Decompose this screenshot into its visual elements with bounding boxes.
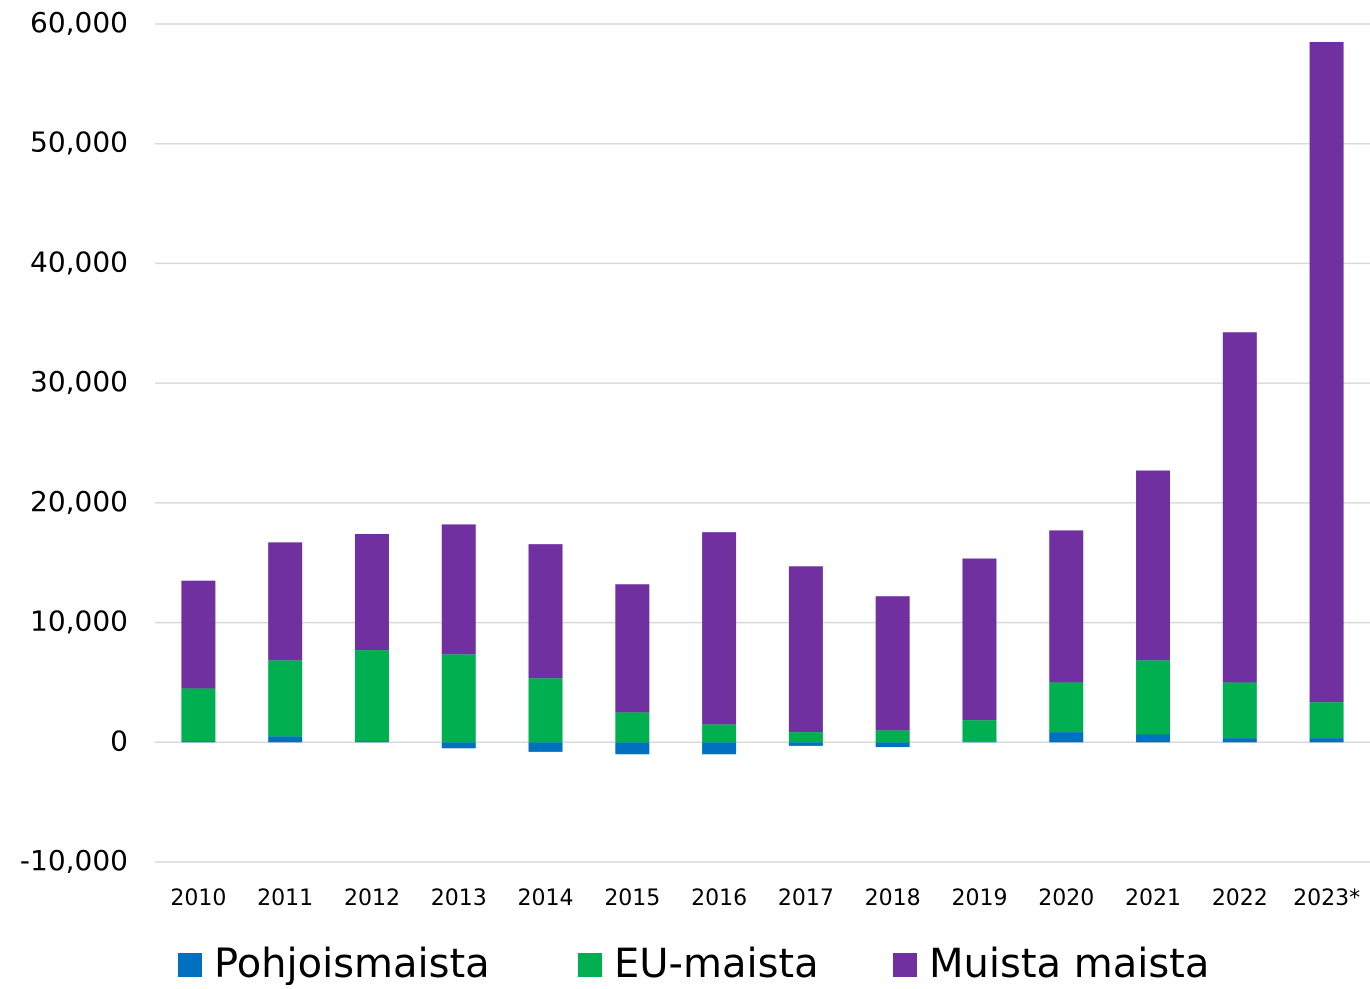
bar-segment — [615, 584, 650, 713]
bar-segment — [528, 544, 563, 679]
x-tick-label: 2013 — [431, 886, 487, 911]
bar-segment — [788, 742, 823, 746]
y-tick-label: 10,000 — [30, 605, 128, 638]
bar-segment — [354, 533, 389, 651]
bar-segment — [962, 720, 997, 742]
bar-segment — [268, 736, 303, 743]
y-tick-label: 50,000 — [30, 126, 128, 159]
legend-label: Muista maista — [929, 941, 1209, 985]
y-tick-label: 20,000 — [30, 485, 128, 518]
legend-swatch — [578, 953, 602, 977]
bar-segment — [1049, 732, 1084, 743]
bar-segment — [1222, 332, 1257, 683]
y-tick-label: 40,000 — [30, 245, 128, 278]
bar-segment — [1309, 41, 1344, 703]
x-tick-label: 2016 — [691, 886, 747, 911]
bar-segment — [962, 741, 997, 743]
bar-segment — [1136, 660, 1171, 735]
x-tick-label: 2010 — [170, 886, 226, 911]
x-tick-label: 2018 — [865, 886, 921, 911]
bar-segment — [1222, 682, 1257, 739]
y-tick-label: 60,000 — [30, 6, 128, 39]
bar-segment — [268, 660, 303, 737]
bar-segment — [1309, 702, 1344, 739]
legend-label: EU-maista — [614, 941, 819, 985]
bar-segment — [181, 688, 216, 742]
bar-segment — [875, 742, 910, 748]
bar-segment — [702, 724, 737, 743]
x-tick-label: 2012 — [344, 886, 400, 911]
bar-segment — [354, 741, 389, 743]
bar-segment — [441, 742, 476, 749]
bar-segment — [1049, 682, 1084, 733]
bar-segment — [181, 741, 216, 743]
bar-segment — [875, 596, 910, 731]
legend-swatch — [893, 953, 917, 977]
bar-segment — [788, 566, 823, 733]
x-tick-label: 2022 — [1212, 886, 1268, 911]
y-tick-label: 30,000 — [30, 365, 128, 398]
bar-segment — [962, 558, 997, 721]
x-tick-label: 2014 — [518, 886, 574, 911]
legend-label: Pohjoismaista — [214, 941, 490, 985]
bar-segment — [528, 678, 563, 743]
x-tick-label: 2015 — [604, 886, 660, 911]
x-tick-label: 2019 — [951, 886, 1007, 911]
bar-segment — [181, 580, 216, 689]
bar-segment — [441, 654, 476, 743]
bar-segment — [615, 712, 650, 743]
bar-segment — [354, 650, 389, 742]
bar-segment — [788, 732, 823, 743]
bar-segment — [702, 742, 737, 755]
bar-segment — [1136, 734, 1171, 743]
bar-segment — [528, 742, 563, 752]
bar-segment — [1136, 470, 1171, 661]
x-tick-label: 2020 — [1038, 886, 1094, 911]
x-tick-label: 2017 — [778, 886, 834, 911]
y-tick-label: -10,000 — [20, 844, 128, 877]
x-tick-label: 2021 — [1125, 886, 1181, 911]
legend-swatch — [178, 953, 202, 977]
bar-segment — [702, 532, 737, 725]
y-tick-label: 0 — [110, 724, 128, 757]
bar-segment — [268, 542, 303, 661]
bar-segment — [615, 742, 650, 755]
bar-segment — [441, 524, 476, 655]
bar-segment — [1049, 530, 1084, 683]
bar-segment — [1309, 738, 1344, 743]
bar-segment — [1222, 738, 1257, 743]
bar-segment — [875, 730, 910, 743]
x-tick-label: 2023* — [1293, 886, 1360, 911]
x-tick-label: 2011 — [257, 886, 313, 911]
